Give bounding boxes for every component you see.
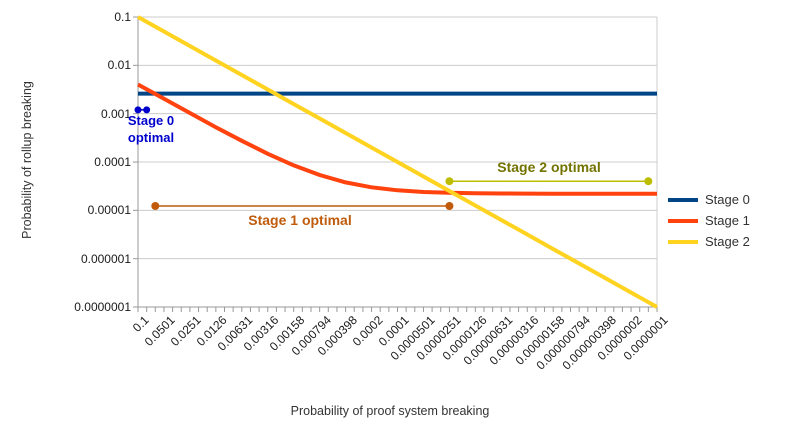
legend-label: Stage 1	[705, 213, 750, 228]
legend-swatch	[668, 197, 698, 202]
y-tick-label: 0.000001	[80, 251, 131, 266]
y-tick-label: 0.0001	[94, 155, 131, 169]
legend-item-stage-2: Stage 2	[668, 231, 750, 252]
stage-0-optimal-label-line1: Stage 0	[127, 113, 175, 128]
stage-2-optimal-label: Stage 2 optimal	[497, 159, 601, 175]
legend-swatch	[668, 239, 698, 244]
stage-0-optimal-label-line2: optimal	[127, 129, 175, 145]
y-tick-label: 0.0000001	[74, 300, 131, 314]
tick-marks	[133, 16, 658, 312]
x-axis-title: Probability of proof system breaking	[290, 404, 490, 418]
stage-0-optimal-label: Stage 0 optimal	[116, 113, 186, 147]
stage-2-series-line	[137, 15, 658, 309]
stage-1-series-line	[137, 82, 657, 196]
y-axis-title: Probability of rollup breaking	[20, 81, 34, 239]
stage-2-optimal-marker	[445, 177, 653, 186]
y-tick-label: 0.001	[100, 106, 131, 121]
y-tick-label: 0.00001	[87, 203, 131, 218]
legend-label: Stage 0	[705, 192, 750, 207]
legend-item-stage-0: Stage 0	[668, 189, 750, 210]
legend-item-stage-1: Stage 1	[668, 210, 750, 231]
y-tick-label: 0.1	[114, 10, 131, 24]
stage-0-optimal-marker	[134, 106, 151, 114]
legend-label: Stage 2	[705, 234, 750, 249]
stage-1-optimal-label: Stage 1 optimal	[248, 212, 352, 228]
legend-swatch	[668, 218, 698, 223]
stage-1-optimal-marker	[151, 201, 454, 210]
y-tick-label: 0.01	[107, 58, 131, 73]
legend: Stage 0 Stage 1 Stage 2	[668, 189, 750, 252]
